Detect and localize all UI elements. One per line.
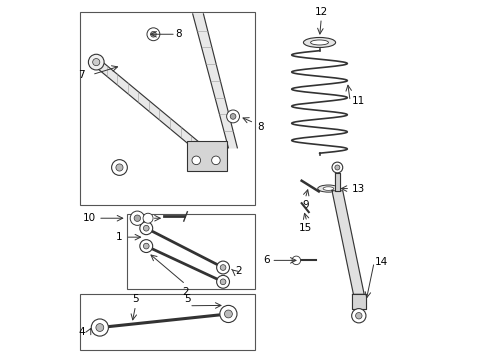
Circle shape [116,164,123,171]
Text: 8: 8 [175,29,182,39]
Circle shape [334,165,339,170]
Text: 8: 8 [257,122,263,132]
Circle shape [147,28,160,41]
Circle shape [220,279,225,285]
Ellipse shape [310,40,328,45]
Circle shape [192,156,200,165]
Circle shape [331,162,342,173]
Text: 9: 9 [301,201,308,210]
Circle shape [93,59,100,66]
Bar [187,141,226,171]
Text: 6: 6 [263,255,270,265]
Circle shape [111,159,127,175]
Text: 4: 4 [79,327,85,337]
Circle shape [140,240,152,252]
Circle shape [140,222,152,235]
Circle shape [220,305,237,323]
Ellipse shape [323,187,333,190]
Circle shape [143,243,149,249]
Circle shape [143,225,149,231]
Text: 13: 13 [351,184,364,194]
Circle shape [130,211,144,225]
Bar [126,214,255,289]
Ellipse shape [303,37,335,48]
Polygon shape [192,14,237,148]
Circle shape [230,113,235,119]
Circle shape [134,215,140,221]
Circle shape [88,54,104,70]
Text: 11: 11 [351,96,364,107]
Text: 10: 10 [82,213,95,223]
Bar [80,12,255,205]
Circle shape [216,275,229,288]
Text: 2: 2 [182,287,188,297]
Polygon shape [351,294,365,309]
Circle shape [355,312,361,319]
Circle shape [143,213,153,223]
Circle shape [150,31,156,37]
Circle shape [211,156,220,165]
Ellipse shape [317,185,339,192]
Polygon shape [331,191,364,294]
Text: 7: 7 [78,69,84,80]
Circle shape [96,324,103,332]
Text: 12: 12 [314,8,327,18]
Circle shape [216,261,229,274]
Text: 15: 15 [298,223,311,233]
Polygon shape [96,57,201,155]
Circle shape [291,256,300,265]
Text: 5: 5 [183,294,190,304]
Text: 2: 2 [235,266,242,276]
Circle shape [220,265,225,270]
Bar [80,294,255,350]
Text: 3: 3 [143,213,150,223]
Circle shape [224,310,232,318]
Circle shape [351,309,365,323]
Text: 14: 14 [374,257,387,267]
Text: 1: 1 [116,232,122,242]
Text: 5: 5 [132,294,139,304]
Circle shape [226,110,239,123]
Circle shape [91,319,108,336]
Polygon shape [335,173,339,191]
